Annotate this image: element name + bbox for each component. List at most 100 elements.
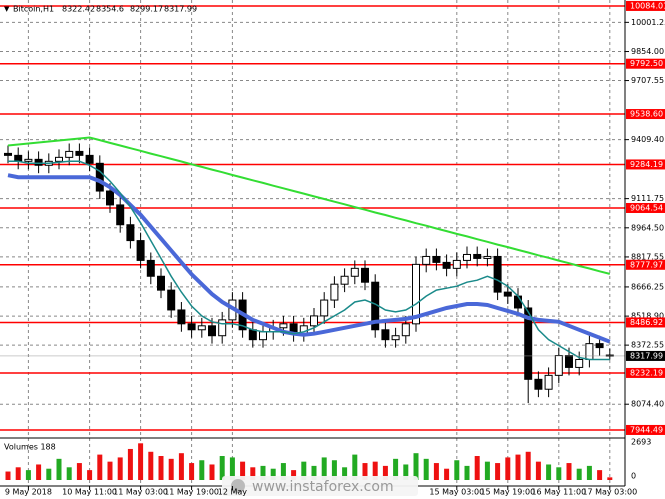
y-tick-label: 9111.75 bbox=[631, 194, 664, 203]
volume-bar bbox=[189, 463, 195, 480]
volume-bar bbox=[250, 467, 256, 480]
candle-body bbox=[75, 150, 84, 156]
level-label: 8486.92 bbox=[630, 318, 663, 327]
volume-bar bbox=[403, 464, 409, 480]
y-tick-label: 9409.40 bbox=[631, 135, 664, 144]
candle-body bbox=[197, 325, 206, 331]
candle-body bbox=[585, 343, 594, 361]
level-label: 8232.19 bbox=[630, 368, 663, 377]
volume-bar bbox=[127, 448, 133, 480]
volume-bar bbox=[464, 465, 470, 480]
volume-bar bbox=[66, 467, 72, 480]
volume-bar bbox=[505, 457, 511, 480]
x-tick-label: 16 May 11:00 bbox=[531, 488, 586, 497]
candle-body bbox=[330, 283, 339, 301]
candle-body bbox=[381, 329, 390, 341]
header-symbol: Bitcoin,H1 bbox=[13, 5, 54, 14]
volume-bar bbox=[219, 456, 225, 480]
volume-bar bbox=[342, 467, 348, 480]
candle-body bbox=[126, 224, 135, 242]
candle-body bbox=[55, 156, 63, 162]
x-tick-label: 17 May 03:00 bbox=[582, 488, 637, 497]
x-tick-label: 9 May 2018 bbox=[5, 488, 52, 497]
volume-bar bbox=[607, 477, 613, 480]
candle-body bbox=[65, 150, 74, 158]
watermark-text: www.instaforex.com bbox=[252, 479, 394, 495]
volume-bar bbox=[15, 467, 21, 480]
volume-bar bbox=[46, 468, 52, 480]
volume-bar bbox=[546, 464, 552, 480]
candle-body bbox=[218, 319, 227, 337]
candle-body bbox=[187, 323, 196, 331]
y-tick-label: 8964.50 bbox=[631, 223, 664, 232]
volume-bar bbox=[36, 464, 42, 480]
volume-bar bbox=[586, 465, 592, 480]
level-label-box bbox=[626, 202, 665, 213]
volume-bar bbox=[382, 465, 388, 480]
y-tick-label: 9707.55 bbox=[631, 76, 664, 85]
candle-body bbox=[24, 158, 33, 162]
volume-bar bbox=[576, 468, 582, 480]
y-tick-label: 8817.55 bbox=[631, 252, 664, 261]
volume-bar bbox=[301, 461, 307, 480]
candle-body bbox=[452, 259, 461, 269]
volume-bar bbox=[5, 471, 11, 480]
level-label-box bbox=[626, 109, 665, 120]
level-label: 10084.01 bbox=[630, 1, 665, 10]
volume-bar bbox=[311, 465, 317, 480]
volume-bar bbox=[484, 461, 490, 480]
candle-body bbox=[401, 323, 410, 337]
moving-average bbox=[7, 136, 611, 275]
x-tick-label: 11 May 03:00 bbox=[113, 488, 168, 497]
candle-body bbox=[544, 374, 553, 390]
volume-bar bbox=[566, 463, 572, 480]
volume-bar bbox=[117, 457, 123, 480]
y-tick-label: 8372.55 bbox=[631, 341, 664, 350]
volume-bar bbox=[260, 465, 266, 480]
candle-body bbox=[279, 323, 288, 329]
candle-body bbox=[95, 162, 104, 192]
candle-body bbox=[248, 329, 257, 341]
candle-body bbox=[493, 255, 502, 293]
level-label-box bbox=[626, 317, 665, 328]
candle-body bbox=[412, 263, 420, 325]
volume-bar bbox=[525, 451, 531, 480]
volume-bar bbox=[321, 457, 327, 480]
candle-body bbox=[320, 299, 329, 317]
candle-body bbox=[473, 253, 482, 259]
volume-bar bbox=[270, 468, 276, 480]
level-label-box bbox=[626, 58, 665, 69]
candle-body bbox=[350, 267, 359, 277]
moving-average bbox=[8, 160, 610, 361]
volume-bar bbox=[495, 463, 501, 480]
volume-bar bbox=[87, 470, 93, 480]
candle-body bbox=[524, 307, 533, 380]
level-label: 9284.19 bbox=[630, 160, 663, 169]
watermark-box bbox=[222, 476, 418, 496]
volume-tick-label: 2693 bbox=[631, 438, 651, 447]
candle-body bbox=[483, 255, 492, 259]
candle-body bbox=[514, 295, 522, 309]
candle-body bbox=[575, 359, 584, 368]
level-label-box bbox=[626, 0, 665, 11]
volume-bar bbox=[178, 453, 184, 480]
candle-body bbox=[503, 291, 512, 297]
volume-bar bbox=[148, 451, 154, 480]
candle-body bbox=[534, 378, 543, 390]
candle-body bbox=[34, 158, 43, 166]
volume-bar bbox=[454, 460, 460, 480]
candle-body bbox=[157, 275, 165, 291]
header-open: 8322.42 bbox=[62, 5, 95, 14]
level-label: 8777.97 bbox=[630, 260, 663, 269]
candle-body bbox=[554, 355, 563, 376]
level-label-box bbox=[626, 367, 665, 378]
volume-bar bbox=[362, 463, 368, 480]
candle-body bbox=[422, 255, 431, 265]
level-label-box bbox=[626, 159, 665, 170]
volume-bar bbox=[56, 458, 62, 480]
candle-body bbox=[565, 355, 573, 368]
volume-bar bbox=[535, 461, 541, 480]
